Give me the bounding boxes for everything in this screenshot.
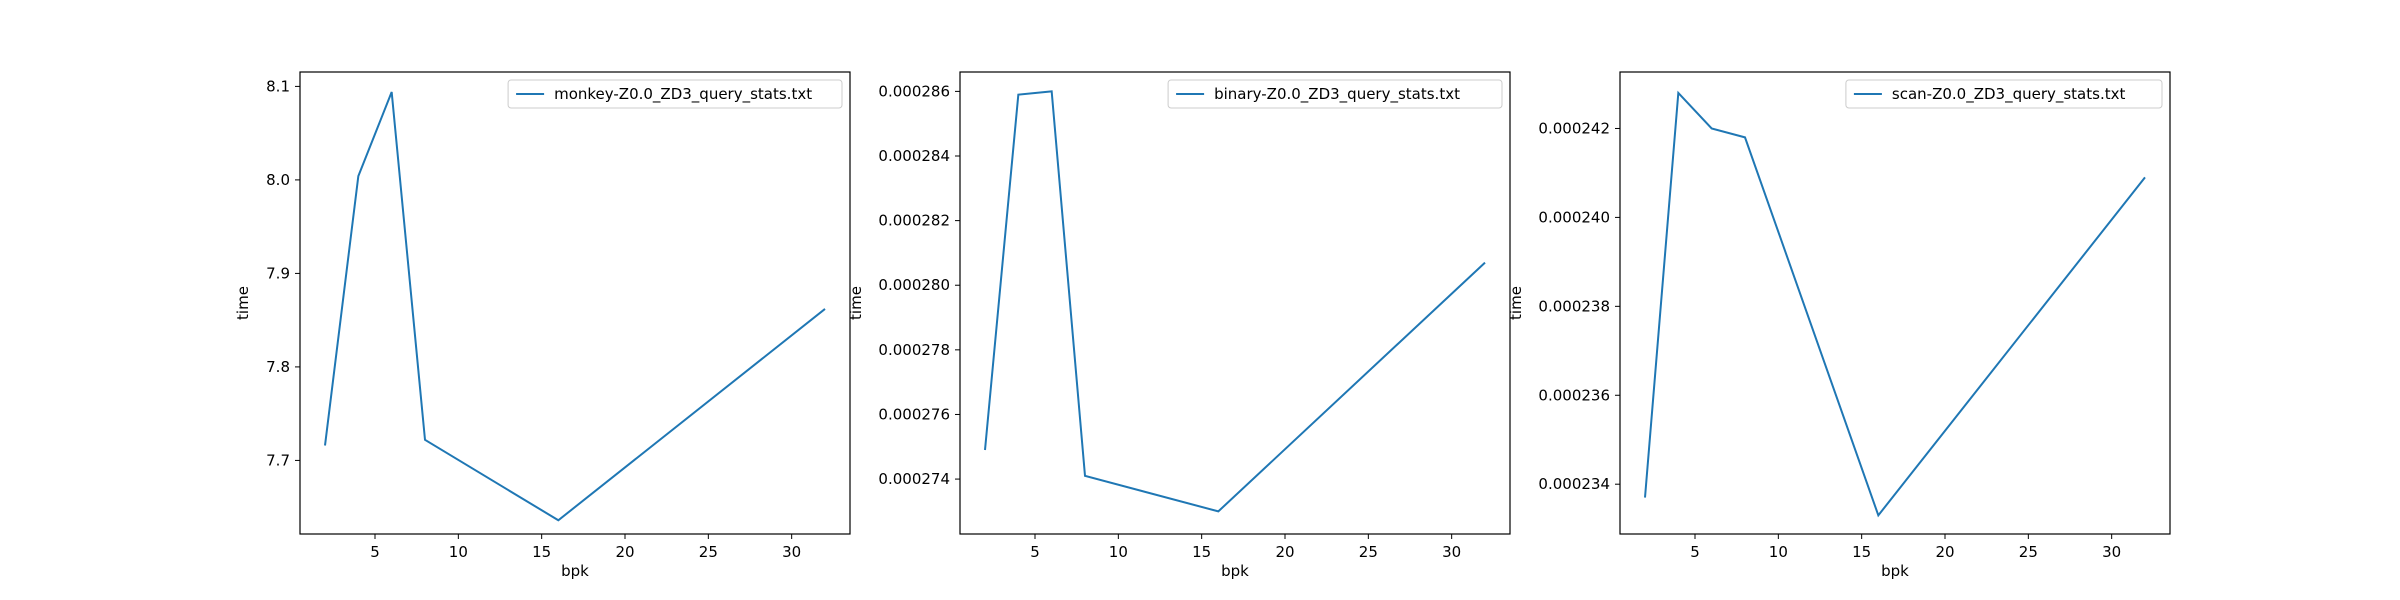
chart-1-ytick-label: 8.1 bbox=[266, 77, 290, 95]
chart-3-xaxis-label: bpk bbox=[1881, 562, 1909, 580]
chart-3-ytick-label: 0.000240 bbox=[1538, 208, 1610, 226]
chart-1-xtick-label: 15 bbox=[532, 543, 551, 561]
chart-3-ytick-label: 0.000238 bbox=[1538, 297, 1610, 315]
chart-2-legend-label: binary-Z0.0_ZD3_query_stats.txt bbox=[1214, 85, 1460, 104]
chart-1-series-line bbox=[324, 91, 826, 522]
chart-1-xaxis-label: bpk bbox=[561, 562, 589, 580]
chart-1-ytick-label: 7.8 bbox=[266, 358, 290, 376]
chart-3-xtick-label: 20 bbox=[1935, 543, 1954, 561]
chart-2-ytick-label: 0.000284 bbox=[878, 147, 950, 165]
chart-1-xtick-label: 30 bbox=[782, 543, 801, 561]
chart-3-yaxis-label: time bbox=[1507, 286, 1525, 320]
chart-1-axes-frame bbox=[299, 71, 851, 535]
chart-2-xtick-label: 25 bbox=[1359, 543, 1378, 561]
chart-3-xtick-label: 10 bbox=[1769, 543, 1788, 561]
chart-3-xtick-label: 25 bbox=[2019, 543, 2038, 561]
chart-3-legend-label: scan-Z0.0_ZD3_query_stats.txt bbox=[1892, 85, 2126, 104]
chart-1-legend bbox=[507, 79, 843, 109]
chart-3-series-line bbox=[1644, 90, 2146, 518]
chart-2-axes-frame bbox=[959, 71, 1511, 535]
chart-3-xtick-label: 15 bbox=[1852, 543, 1871, 561]
chart-1-ytick-label: 7.9 bbox=[266, 264, 290, 282]
chart-2-ytick-label: 0.000278 bbox=[878, 341, 950, 359]
chart-3-axes-frame bbox=[1619, 71, 2171, 535]
chart-2-legend bbox=[1167, 79, 1503, 109]
chart-2-ytick-label: 0.000274 bbox=[878, 470, 950, 488]
chart-2-xtick-label: 30 bbox=[1442, 543, 1461, 561]
chart-2: 5 10 15 20 25 30 0.000274 0.000276 0.000278 0.000… bbox=[847, 71, 1511, 580]
chart-1-xtick-label: 5 bbox=[370, 543, 380, 561]
chart-2-ytick-label: 0.000280 bbox=[878, 276, 950, 294]
chart-3-ytick-label: 0.000236 bbox=[1538, 386, 1610, 404]
chart-1-ytick-label: 8.0 bbox=[266, 171, 290, 189]
chart-2-xtick-label: 15 bbox=[1192, 543, 1211, 561]
chart-3-xtick-label: 30 bbox=[2102, 543, 2121, 561]
chart-3-xtick-label: 5 bbox=[1690, 543, 1700, 561]
chart-2-xtick-label: 5 bbox=[1030, 543, 1040, 561]
chart-3-ytick-label: 0.000242 bbox=[1538, 119, 1610, 137]
chart-1-ytick-label: 7.7 bbox=[266, 451, 290, 469]
chart-2-xtick-label: 10 bbox=[1109, 543, 1128, 561]
chart-3-ytick-label: 0.000234 bbox=[1538, 475, 1610, 493]
chart-1-xtick-label: 10 bbox=[449, 543, 468, 561]
chart-2-series-line bbox=[984, 90, 1486, 513]
chart-1-legend-label: monkey-Z0.0_ZD3_query_stats.txt bbox=[554, 85, 812, 104]
chart-2-ytick-label: 0.000282 bbox=[878, 212, 950, 230]
chart-2-xtick-label: 20 bbox=[1275, 543, 1294, 561]
chart-2-ytick-label: 0.000286 bbox=[878, 82, 950, 100]
chart-1-xtick-label: 25 bbox=[699, 543, 718, 561]
chart-1-xtick-label: 20 bbox=[615, 543, 634, 561]
chart-3: 5 10 15 20 25 30 0.000234 0.000236 0.000238 0.000… bbox=[1507, 71, 2171, 580]
chart-3-legend bbox=[1845, 79, 2163, 109]
chart-1: 5 10 15 20 25 30 7.7 7.8 7.9 8.0 8.1 bpk time monkey-… bbox=[234, 71, 851, 580]
chart-2-yaxis-label: time bbox=[847, 286, 865, 320]
chart-1-yaxis-label: time bbox=[234, 286, 252, 320]
chart-2-xaxis-label: bpk bbox=[1221, 562, 1249, 580]
chart-2-ytick-label: 0.000276 bbox=[878, 405, 950, 423]
